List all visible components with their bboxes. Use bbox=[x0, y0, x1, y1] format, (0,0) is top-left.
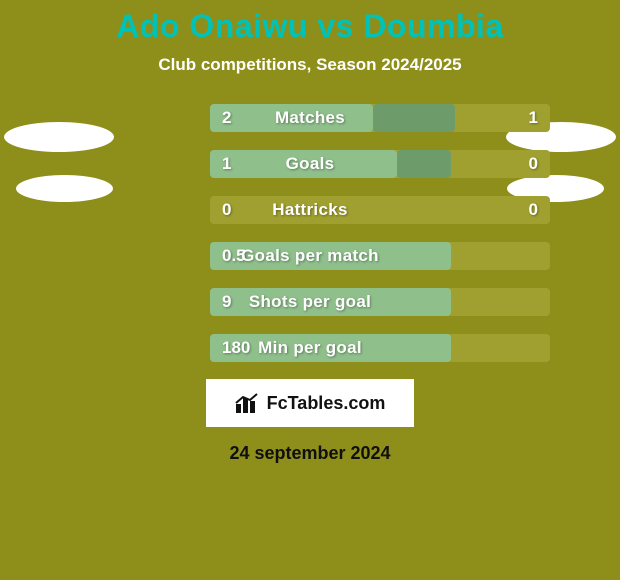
stat-row: 2Matches1 bbox=[70, 103, 550, 133]
bars-icon bbox=[235, 392, 261, 414]
stat-label: Min per goal bbox=[70, 338, 550, 358]
page-title: Ado Onaiwu vs Doumbia bbox=[0, 8, 620, 45]
stat-value-right: 0 bbox=[529, 200, 538, 220]
stat-label: Goals per match bbox=[70, 246, 550, 266]
stat-label: Goals bbox=[70, 154, 550, 174]
stat-row: 9Shots per goal bbox=[70, 287, 550, 317]
date: 24 september 2024 bbox=[0, 443, 620, 464]
stat-row: 0.5Goals per match bbox=[70, 241, 550, 271]
stat-value-right: 1 bbox=[529, 108, 538, 128]
stat-label: Hattricks bbox=[70, 200, 550, 220]
stat-row: 1Goals0 bbox=[70, 149, 550, 179]
stat-label: Shots per goal bbox=[70, 292, 550, 312]
logo-badge: FcTables.com bbox=[206, 379, 414, 427]
stat-row: 0Hattricks0 bbox=[70, 195, 550, 225]
comparison-card: Ado Onaiwu vs Doumbia Club competitions,… bbox=[0, 0, 620, 580]
stat-label: Matches bbox=[70, 108, 550, 128]
stat-row: 180Min per goal bbox=[70, 333, 550, 363]
logo-text: FcTables.com bbox=[267, 393, 386, 414]
stat-value-right: 0 bbox=[529, 154, 538, 174]
subtitle: Club competitions, Season 2024/2025 bbox=[0, 55, 620, 75]
